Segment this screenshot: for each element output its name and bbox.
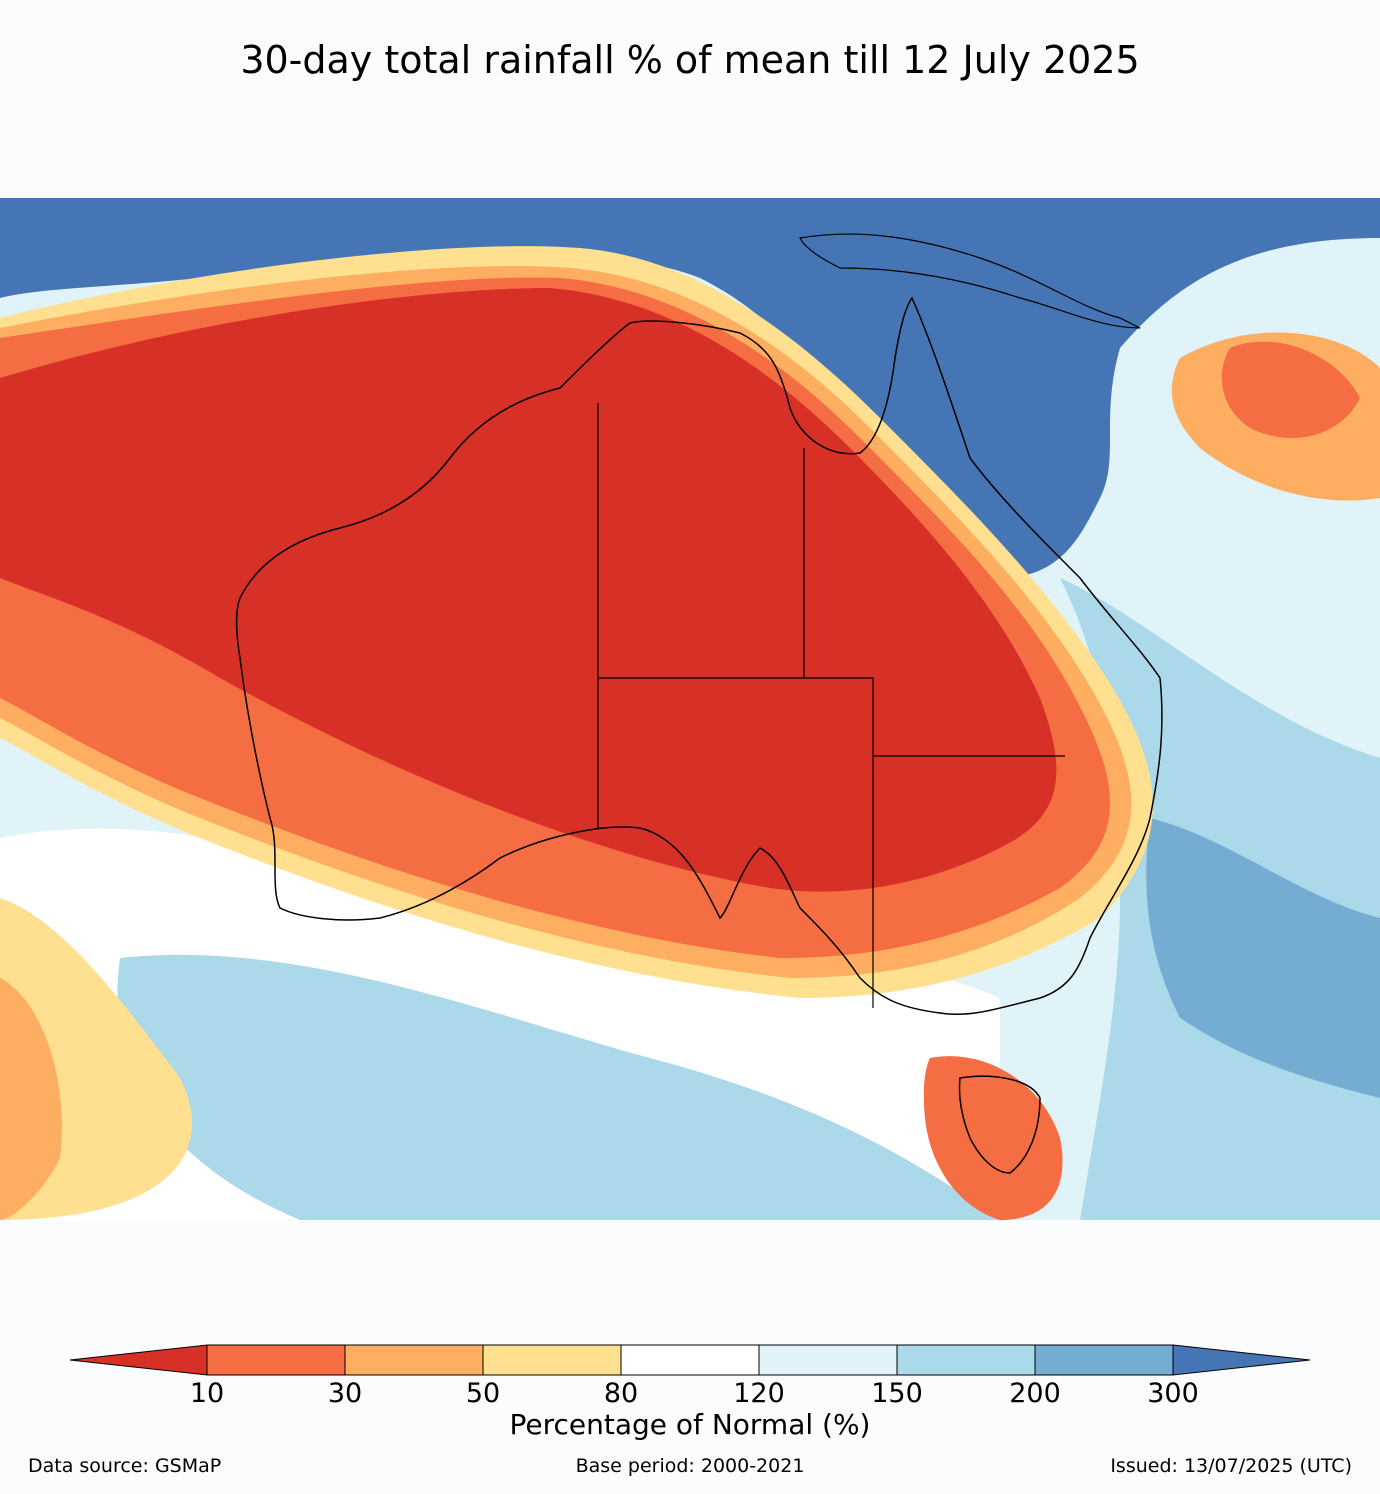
tasmania-coastline	[958, 1075, 1041, 1174]
zone-driest-core	[0, 288, 1057, 892]
state-borders	[597, 403, 1065, 1008]
colorbar-bin-200-300	[1034, 1344, 1174, 1376]
colorbar-bin-30-50	[344, 1344, 484, 1376]
colorbar-tick: 150	[871, 1378, 923, 1409]
zone-red-northeast	[1221, 341, 1360, 438]
new-guinea-coastline	[799, 233, 1141, 329]
colorbar-tick: 30	[327, 1378, 363, 1409]
colorbar-ticks: 10 30 50 80 120 150 200 300	[0, 1378, 1380, 1414]
colorbar-max-extend	[1172, 1344, 1311, 1376]
map-title: 30-day total rainfall % of mean till 12 …	[240, 38, 1140, 82]
colorbar-bin-50-80	[482, 1344, 622, 1376]
base-period: Base period: 2000-2021	[575, 1455, 805, 1477]
zone-orange-southwest	[0, 978, 62, 1220]
issued-date: Issued: 13/07/2025 (UTC)	[1110, 1455, 1352, 1477]
zone-dark-blue-north	[0, 198, 1380, 578]
zone-tasmania-dry	[923, 1056, 1063, 1220]
colorbar-tick: 10	[189, 1378, 225, 1409]
colorbar-bin-80-120	[620, 1344, 760, 1376]
colorbar-min-extend	[69, 1344, 208, 1376]
data-source: Data source: GSMaP	[28, 1455, 222, 1477]
colorbar-bin-120-150	[758, 1344, 898, 1376]
colorbar-tick: 80	[603, 1378, 639, 1409]
colorbar-bin-150-200	[896, 1344, 1036, 1376]
colorbar-label: Percentage of Normal (%)	[509, 1408, 871, 1441]
colorbar-tick: 300	[1147, 1378, 1199, 1409]
zone-mid-blue-east	[1146, 818, 1380, 1098]
zone-light-blue-south	[117, 954, 1001, 1220]
colorbar-tick: 120	[733, 1378, 785, 1409]
colorbar	[69, 1344, 1311, 1376]
australia-coastline	[235, 296, 1163, 1016]
colorbar-tick: 200	[1009, 1378, 1061, 1409]
colorbar-bin-10-30	[206, 1344, 346, 1376]
rainfall-map	[0, 198, 1380, 1220]
colorbar-tick: 50	[465, 1378, 501, 1409]
